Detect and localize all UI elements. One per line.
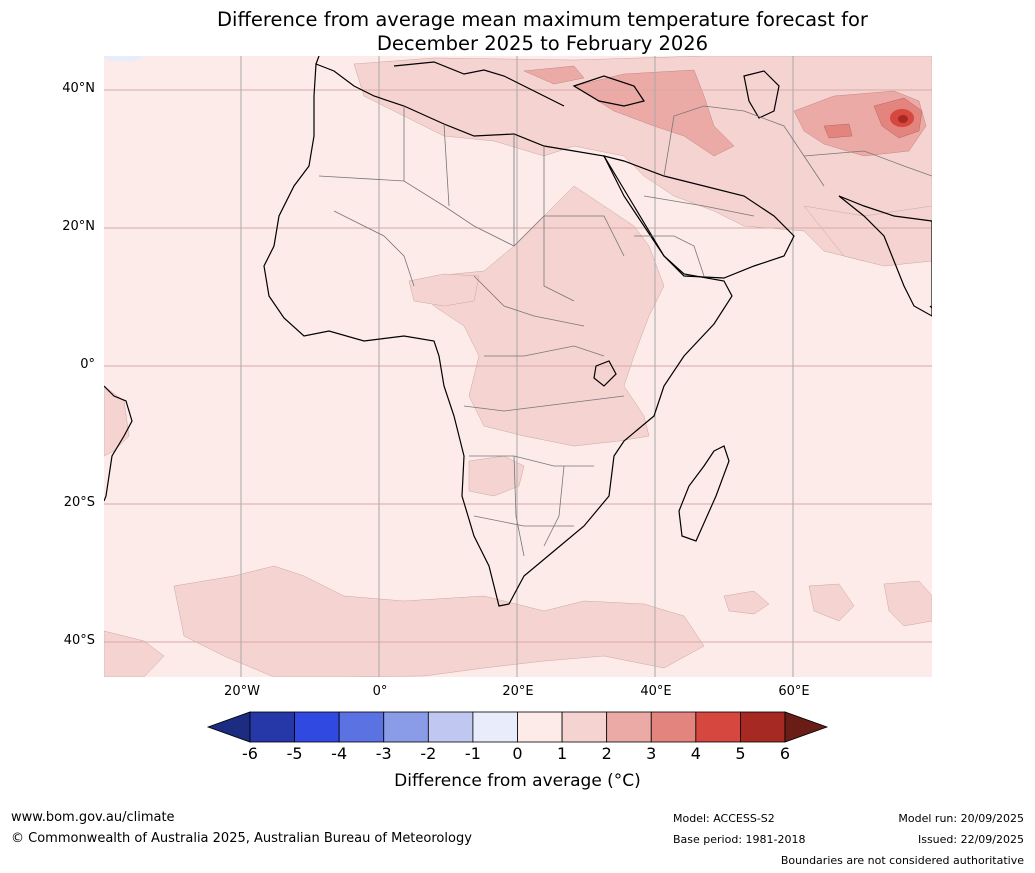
lat-tick-20s: 20°S [63, 495, 95, 510]
colorbar-tick-label: 4 [690, 744, 701, 763]
colorbar-tick-label: 0 [512, 744, 523, 763]
colorbar-bin [561, 711, 608, 743]
footer-issued: Issued: 22/09/2025 [917, 833, 1024, 846]
footer-copyright: © Commonwealth of Australia 2025, Austra… [11, 831, 472, 846]
colorbar-bin [338, 711, 385, 743]
anomaly-region-neg [104, 56, 144, 62]
country-borders [318, 105, 932, 557]
colorbar-bin [695, 711, 741, 743]
colorbar-bin [249, 711, 295, 743]
anomaly-hotspot-5-6 [898, 115, 908, 123]
colorbar-tick-label: -5 [286, 744, 303, 763]
colorbar-tick-label: 6 [779, 744, 791, 763]
footer-base-period: Base period: 1981-2018 [673, 833, 806, 846]
anomaly-regions-1-2 [104, 56, 932, 677]
lat-tick-40s: 40°S [63, 633, 95, 648]
anomaly-regions-2-3 [523, 65, 927, 157]
lon-tick-60e: 60°E [778, 684, 810, 699]
colorbar-bin [383, 711, 429, 743]
lat-tick-40n: 40°N [62, 81, 95, 96]
colorbar-extend-high [784, 711, 829, 743]
lon-tick-0: 0° [372, 684, 388, 699]
colorbar-bin [427, 711, 474, 743]
map-svg [104, 56, 932, 677]
colorbar-tick-label: 2 [601, 744, 612, 763]
colorbar-bin [517, 711, 563, 743]
lat-tick-0: 0° [80, 357, 95, 372]
graticule [104, 56, 932, 677]
colorbar-tick-label: -3 [375, 744, 392, 763]
footer-model-run: Model run: 20/09/2025 [898, 812, 1024, 825]
colorbar-tick-label: 5 [735, 744, 746, 763]
lon-tick-20w: 20°W [224, 684, 260, 699]
colorbar-bins [206, 711, 829, 743]
colorbar-tick-label: 1 [556, 744, 568, 763]
footer-disclaimer: Boundaries are not considered authoritat… [780, 854, 1024, 867]
colorbar-bin [606, 711, 652, 743]
forecast-map [104, 56, 932, 677]
colorbar-bin [650, 711, 697, 743]
lat-tick-20n: 20°N [62, 219, 95, 234]
colorbar-bin [472, 711, 518, 743]
title-line-1: Difference from average mean maximum tem… [217, 8, 868, 31]
colorbar-extend-low [206, 711, 251, 743]
colorbar-tick-label: -4 [331, 744, 348, 763]
coastlines [104, 56, 932, 607]
title-line-2: December 2025 to February 2026 [376, 32, 709, 55]
lon-tick-40e: 40°E [640, 684, 672, 699]
colorbar-bin [294, 711, 340, 743]
colorbar-title: Difference from average (°C) [394, 771, 641, 791]
footer-website[interactable]: www.bom.gov.au/climate [11, 810, 175, 825]
colorbar-tick-label: -1 [464, 744, 481, 763]
colorbar-tick-label: 3 [646, 744, 657, 763]
lon-tick-20e: 20°E [502, 684, 534, 699]
footer-model: Model: ACCESS-S2 [673, 812, 775, 825]
colorbar-bin [740, 711, 786, 743]
colorbar-tick-label: -2 [420, 744, 437, 763]
colorbar-tick-label: -6 [242, 744, 258, 763]
map-title: Difference from average mean maximum tem… [0, 8, 1035, 56]
